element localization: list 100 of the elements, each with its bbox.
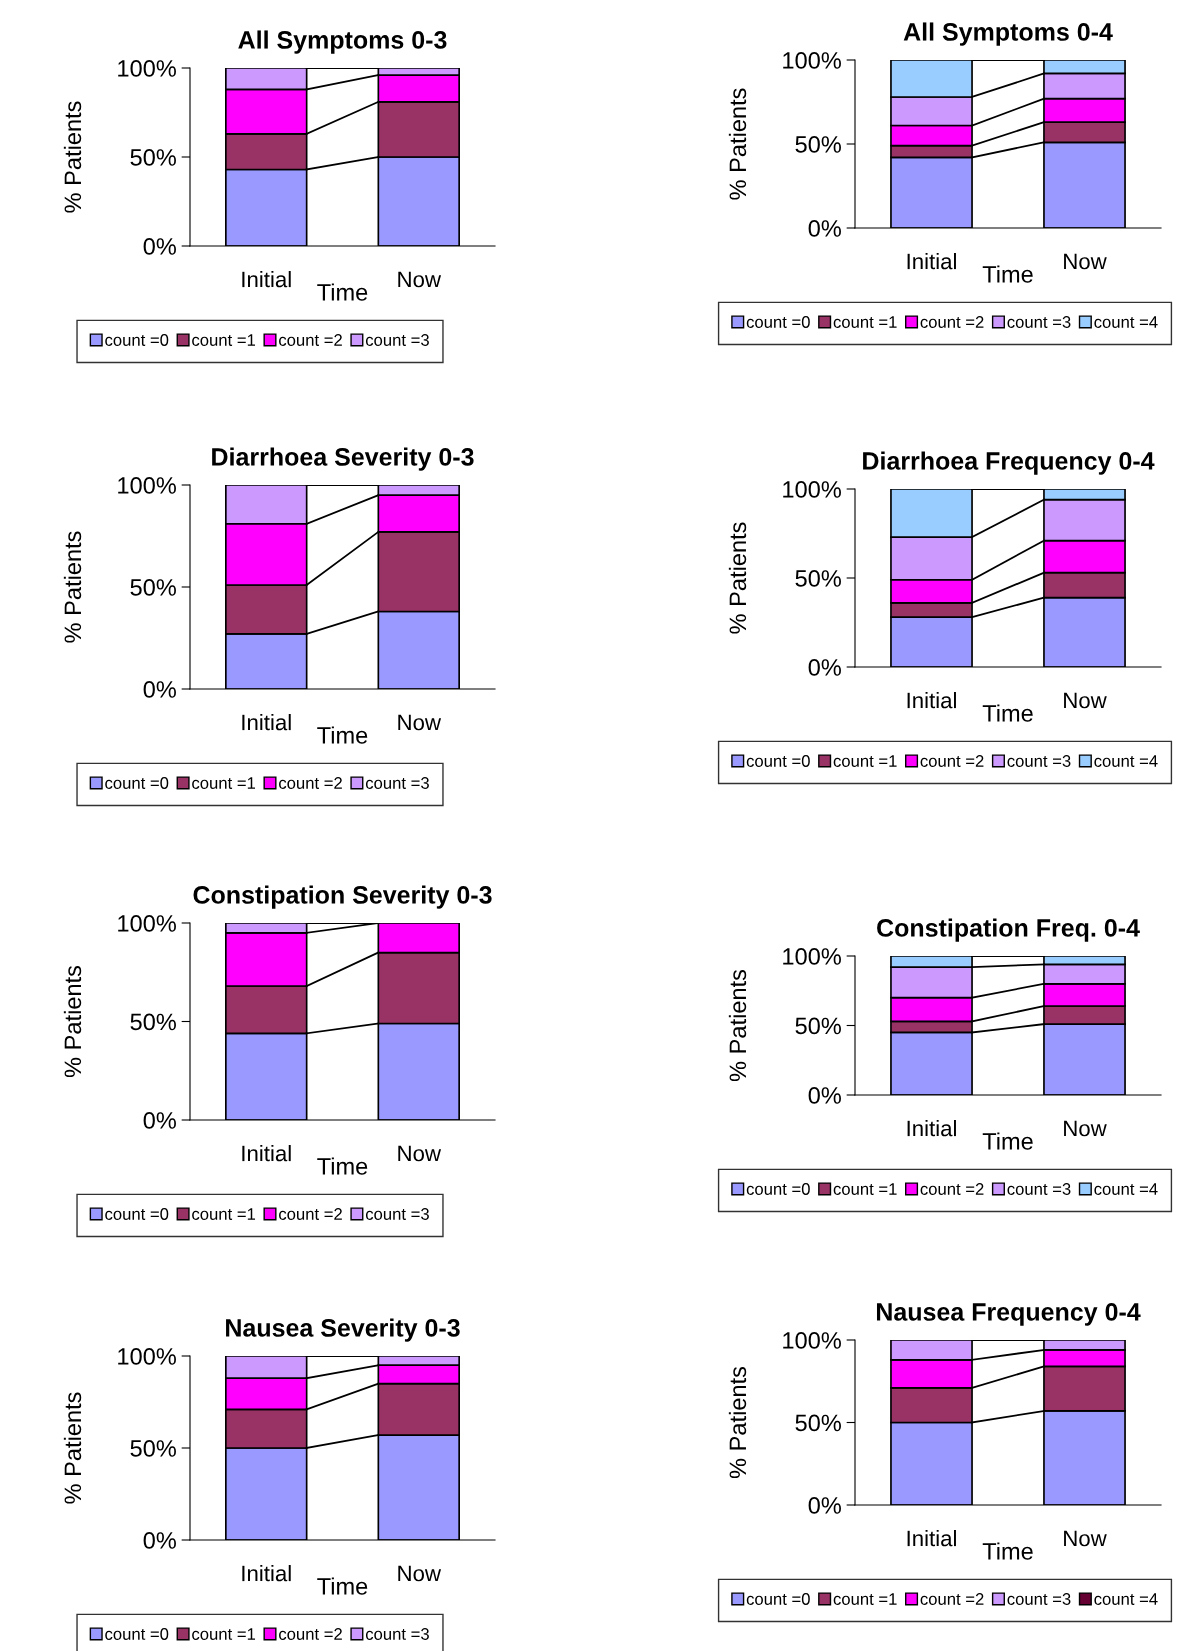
- y-axis-title: % Patients: [63, 1392, 82, 1504]
- x-tick-label: Initial: [907, 253, 956, 270]
- legend-label: count =1: [192, 1628, 256, 1640]
- legend-label: count =3: [365, 1208, 429, 1220]
- legend-label: count =0: [105, 334, 169, 346]
- legend-label: count =0: [105, 1628, 169, 1640]
- legend-label: count =3: [365, 1628, 429, 1640]
- y-tick-label: 0%: [143, 681, 176, 698]
- legend-label: count =2: [279, 1628, 342, 1640]
- legend-label: count =4: [1094, 755, 1158, 767]
- x-tick-label: Now: [398, 1145, 442, 1162]
- y-tick-label: 0%: [143, 1532, 176, 1549]
- legend-label: count =4: [1094, 1593, 1158, 1605]
- x-axis-title: Time: [317, 726, 368, 744]
- y-tick-label: 0%: [143, 1112, 176, 1129]
- y-tick-label: 100%: [118, 1348, 176, 1365]
- legend-label: count =2: [920, 755, 984, 767]
- chart-title: Diarrhoea Severity 0-3: [212, 447, 474, 471]
- legend-label: count =3: [1007, 316, 1071, 328]
- y-tick-label: 100%: [118, 915, 176, 932]
- y-tick-label: 100%: [118, 60, 176, 77]
- legend-label: count =3: [365, 777, 429, 789]
- y-tick-label: 100%: [783, 481, 841, 498]
- y-tick-label: 0%: [808, 220, 841, 237]
- x-tick-label: Now: [1064, 1120, 1107, 1137]
- x-axis-title: Time: [982, 704, 1033, 722]
- y-axis-title: % Patients: [63, 101, 82, 213]
- legend-label: count =2: [279, 1208, 342, 1220]
- legend-label: count =2: [279, 777, 342, 789]
- legend-label: count =0: [746, 1183, 810, 1195]
- y-tick-label: 0%: [808, 1497, 841, 1514]
- legend-label: count =3: [1007, 1183, 1071, 1195]
- y-tick-label: 50%: [795, 570, 841, 587]
- x-tick-label: Initial: [907, 1530, 956, 1547]
- legend-label: count =3: [365, 334, 429, 346]
- y-tick-label: 50%: [795, 1414, 841, 1432]
- y-axis-title: % Patients: [728, 969, 747, 1082]
- chart-title: Nausea Frequency 0-4: [876, 1303, 1141, 1326]
- x-axis-title: Time: [982, 1542, 1033, 1560]
- y-tick-label: 100%: [118, 477, 176, 494]
- legend-label: count =1: [833, 1183, 897, 1195]
- legend-label: count =1: [192, 1208, 256, 1220]
- legend-label: count =2: [279, 334, 342, 346]
- x-tick-label: Initial: [242, 714, 291, 731]
- y-tick-label: 0%: [808, 659, 841, 676]
- y-tick-label: 50%: [130, 579, 176, 596]
- x-tick-label: Initial: [242, 1565, 291, 1582]
- x-tick-label: Now: [1064, 253, 1107, 270]
- x-tick-label: Now: [1064, 1530, 1107, 1547]
- chart-title: Nausea Severity 0-3: [226, 1318, 460, 1342]
- legend-label: count =3: [1007, 755, 1071, 767]
- x-axis-title: Time: [982, 1132, 1033, 1150]
- y-axis-title: % Patients: [728, 88, 747, 200]
- chart-title: Constipation Freq. 0-4: [877, 918, 1140, 942]
- legend-label: count =1: [192, 777, 256, 789]
- y-axis-title: % Patients: [728, 522, 747, 634]
- legend-label: count =4: [1094, 316, 1158, 328]
- legend-label: count =0: [105, 777, 169, 789]
- y-tick-label: 50%: [795, 1017, 841, 1035]
- legend-label: count =2: [920, 316, 984, 328]
- y-axis-title: % Patients: [63, 531, 82, 643]
- x-axis-title: Time: [317, 283, 368, 301]
- legend-label: count =2: [920, 1183, 984, 1195]
- x-axis-title: Time: [317, 1157, 368, 1175]
- x-tick-label: Initial: [907, 1120, 956, 1137]
- y-tick-label: 100%: [783, 52, 841, 69]
- y-tick-label: 100%: [783, 1332, 841, 1349]
- x-tick-label: Initial: [242, 271, 291, 288]
- x-tick-label: Initial: [242, 1145, 291, 1162]
- legend-label: count =3: [1007, 1593, 1071, 1605]
- chart-title: Constipation Severity 0-3: [193, 885, 492, 909]
- y-tick-label: 50%: [130, 149, 176, 166]
- x-tick-label: Now: [398, 714, 442, 731]
- y-axis-title: % Patients: [63, 965, 82, 1078]
- legend-label: count =2: [920, 1593, 984, 1605]
- legend-label: count =4: [1094, 1183, 1158, 1195]
- x-tick-label: Now: [398, 271, 442, 288]
- y-tick-label: 50%: [130, 1440, 176, 1457]
- x-tick-label: Initial: [907, 692, 956, 709]
- x-tick-label: Now: [398, 1565, 442, 1582]
- y-tick-label: 0%: [808, 1087, 841, 1104]
- x-axis-title: Time: [982, 265, 1033, 283]
- legend-label: count =1: [833, 755, 897, 767]
- legend-label: count =0: [746, 316, 810, 328]
- x-tick-label: Now: [1064, 692, 1107, 709]
- y-tick-label: 50%: [130, 1013, 176, 1031]
- y-tick-label: 0%: [143, 238, 176, 255]
- y-tick-label: 100%: [783, 948, 841, 965]
- chart-title: Diarrhoea Frequency 0-4: [863, 451, 1155, 475]
- x-axis-title: Time: [317, 1577, 368, 1595]
- y-axis-title: % Patients: [728, 1366, 747, 1479]
- y-tick-label: 50%: [795, 136, 841, 153]
- chart-title: All Symptoms 0-4: [903, 22, 1113, 46]
- legend-label: count =0: [105, 1208, 169, 1220]
- legend-label: count =1: [192, 334, 256, 346]
- legend-label: count =1: [833, 1593, 897, 1605]
- legend-label: count =1: [833, 316, 897, 328]
- legend-label: count =0: [746, 755, 810, 767]
- chart-title: All Symptoms 0-3: [238, 30, 447, 54]
- legend-label: count =0: [746, 1593, 810, 1605]
